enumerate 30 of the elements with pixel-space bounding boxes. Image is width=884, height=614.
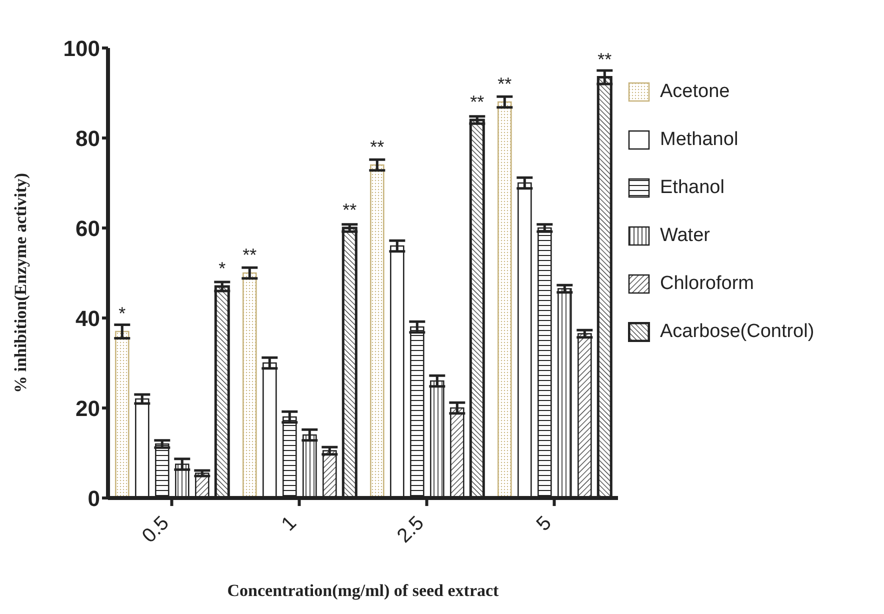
legend-label: Acetone (660, 81, 730, 103)
y-tick-label: 60 (76, 216, 100, 241)
bar (115, 330, 130, 498)
data-label: ** (498, 74, 512, 94)
bar (370, 164, 384, 498)
data-label: ** (470, 92, 484, 112)
y-tick-label: 40 (76, 306, 100, 331)
y-axis-title: % inhibition(Enzyme activity) (11, 172, 30, 393)
y-tick-label: 0 (88, 486, 100, 511)
legend-label: Acarbose(Control) (660, 321, 814, 343)
legend-label: Chloroform (660, 273, 754, 295)
y-tick-label: 20 (76, 396, 100, 421)
x-tick-label: 0.5 (138, 512, 174, 548)
x-tick-label: 5 (532, 512, 556, 536)
legend-label: Water (660, 225, 710, 247)
data-label: * (118, 304, 126, 324)
legend-label: Methanol (660, 129, 738, 151)
bar (242, 272, 257, 498)
y-tick-label: 100 (63, 36, 100, 61)
bar (498, 101, 512, 498)
data-label: ** (370, 137, 384, 157)
data-label: ** (342, 200, 357, 220)
data-label: ** (242, 245, 257, 265)
y-tick-label: 80 (76, 126, 100, 151)
legend-label: Ethanol (660, 177, 724, 199)
x-axis-title: Concentration(mg/ml) of seed extract (227, 581, 500, 600)
data-label: * (218, 258, 226, 278)
x-tick-label: 1 (277, 512, 301, 536)
x-tick-label: 2.5 (393, 512, 428, 548)
data-label: ** (598, 49, 612, 70)
